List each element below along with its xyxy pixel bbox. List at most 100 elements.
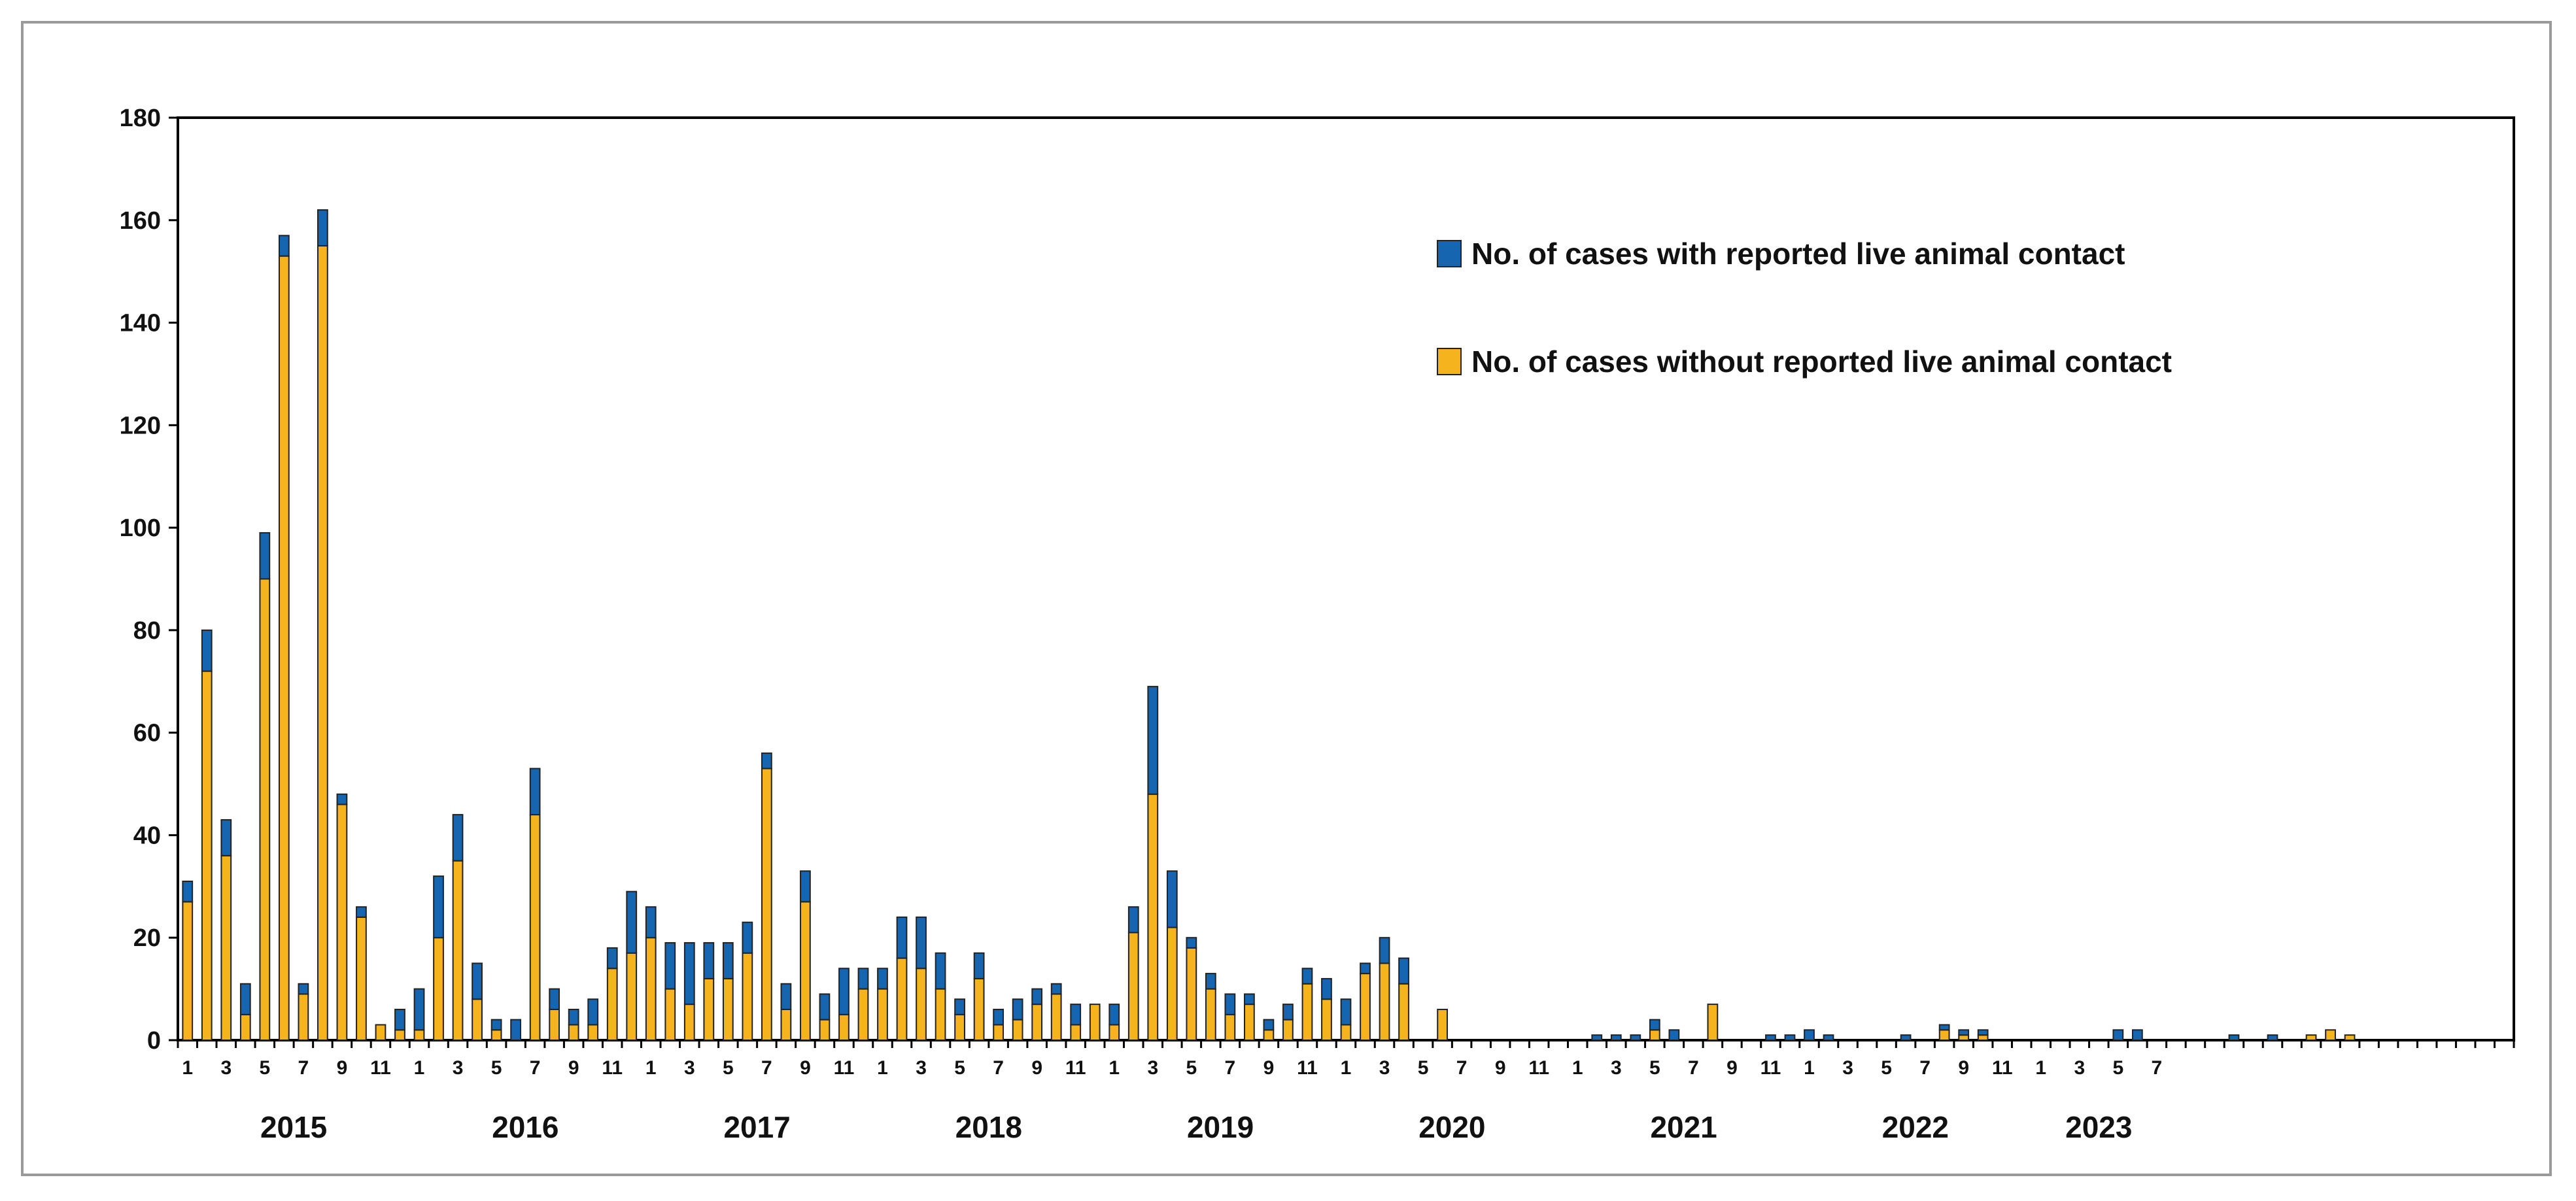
bar-without-contact	[2325, 1029, 2336, 1041]
bar-without-contact	[645, 937, 657, 1041]
bar-without-contact	[1263, 1029, 1275, 1041]
bar-with-contact	[1765, 1034, 1776, 1041]
x-tick-label: 11	[602, 1057, 623, 1079]
bar-without-contact	[857, 988, 869, 1041]
bar-without-contact	[1649, 1029, 1660, 1041]
bar-without-contact	[1186, 947, 1197, 1041]
bar-without-contact	[742, 952, 753, 1041]
x-tick-label: 3	[1842, 1057, 1853, 1079]
bar-with-contact	[664, 942, 676, 990]
bar-with-contact	[278, 235, 290, 257]
bar-with-contact	[336, 793, 348, 805]
x-tick-label: 11	[1760, 1057, 1781, 1079]
x-tick-label: 1	[645, 1057, 657, 1079]
x-tick-label: 7	[530, 1057, 541, 1079]
x-axis: 1 3 5 7 9 11 1 3 5 7 9 11 1 3 5 7 9 11 1 3 5 7 9 11 1 3 5 7 9 11 1 3 5 7 9…	[177, 1040, 2515, 1079]
bar-without-contact	[780, 1008, 792, 1041]
y-tick-label: 120	[120, 412, 161, 439]
bar-with-contact	[1649, 1019, 1660, 1031]
bar-with-contact	[2112, 1029, 2124, 1041]
bar-without-contact	[239, 1013, 251, 1041]
x-tick-label: 5	[1186, 1057, 1197, 1079]
bar-with-contact	[1070, 1004, 1082, 1026]
bar-without-contact	[761, 768, 772, 1041]
bar-with-contact	[1900, 1034, 1912, 1041]
x-tick-label: 1	[1804, 1057, 1815, 1079]
bar-with-contact	[182, 880, 194, 903]
bar-without-contact	[896, 957, 908, 1041]
x-tick-label: 1	[414, 1057, 425, 1079]
bar-without-contact	[877, 988, 888, 1041]
bar-without-contact	[529, 814, 541, 1041]
bar-without-contact	[278, 255, 290, 1041]
bar-without-contact	[568, 1024, 579, 1041]
x-tick-label: 11	[1297, 1057, 1318, 1079]
y-tick-label: 80	[133, 617, 161, 645]
x-tick-label: 9	[1726, 1057, 1738, 1079]
x-tick-label: 5	[259, 1057, 270, 1079]
y-tick-label: 140	[120, 310, 161, 337]
bar-without-contact	[973, 977, 985, 1041]
bar-without-contact	[1166, 926, 1178, 1041]
bar-without-contact	[336, 803, 348, 1041]
bar-with-contact	[259, 532, 271, 580]
bar-with-contact	[1340, 998, 1352, 1026]
bar-with-contact	[742, 921, 753, 954]
bar-without-contact	[394, 1029, 405, 1041]
x-tick-label: 3	[916, 1057, 927, 1079]
x-tick-label: 5	[2112, 1057, 2123, 1079]
bar-with-contact	[239, 983, 251, 1015]
bar-with-contact	[394, 1008, 405, 1031]
x-tick-label: 3	[453, 1057, 464, 1079]
bar-with-contact	[1321, 977, 1332, 1000]
x-tick-label: 9	[1958, 1057, 1969, 1079]
bar-with-contact	[2267, 1034, 2278, 1041]
bar-without-contact	[182, 901, 194, 1041]
bar-with-contact	[626, 890, 638, 954]
y-tick-label: 40	[133, 822, 161, 849]
x-tick-label: 3	[1379, 1057, 1390, 1079]
bar-without-contact	[1127, 932, 1139, 1041]
bar-without-contact	[490, 1029, 502, 1041]
y-tick-label: 0	[147, 1027, 161, 1055]
year-label: 2020	[1418, 1110, 1485, 1144]
bar-with-contact	[1784, 1034, 1796, 1041]
bar-with-contact	[1630, 1034, 1641, 1041]
x-tick-label: 3	[220, 1057, 232, 1079]
y-axis: 0 20 40 60 80 100 120 140 160 180	[120, 105, 178, 1055]
x-tick-label: 3	[1611, 1057, 1622, 1079]
x-tick-label: 11	[1992, 1057, 2013, 1079]
bar-with-contact	[1244, 993, 1255, 1006]
bar-without-contact	[549, 1008, 560, 1041]
x-tick-label: 3	[684, 1057, 695, 1079]
x-tick-label: 7	[1688, 1057, 1699, 1079]
bar-with-contact	[703, 942, 715, 979]
bar-with-contact	[1398, 957, 1409, 985]
bar-with-contact	[298, 983, 309, 995]
bar-with-contact	[1224, 993, 1236, 1015]
bar-without-contact	[1282, 1019, 1294, 1041]
bar-with-contact	[819, 993, 831, 1021]
x-tick-label: 5	[1649, 1057, 1660, 1079]
bar-without-contact	[626, 952, 638, 1041]
bar-with-contact	[568, 1008, 579, 1026]
bar-with-contact	[433, 875, 444, 939]
bar-without-contact	[800, 901, 811, 1041]
bar-without-contact	[1108, 1024, 1120, 1041]
y-tick-label: 20	[133, 924, 161, 952]
bar-with-contact	[993, 1008, 1005, 1026]
bar-with-contact	[413, 988, 425, 1031]
year-label: 2023	[2065, 1110, 2132, 1144]
bar-with-contact	[317, 209, 328, 246]
x-tick-label: 1	[1572, 1057, 1583, 1079]
x-tick-label: 5	[491, 1057, 502, 1079]
bar-with-contact	[1379, 937, 1390, 964]
x-tick-label: 7	[2152, 1057, 2163, 1079]
bar-without-contact	[916, 968, 927, 1041]
bar-without-contact	[220, 854, 232, 1041]
bar-with-contact	[1823, 1034, 1834, 1041]
bar-with-contact	[1938, 1024, 1950, 1031]
bar-with-contact	[1668, 1029, 1680, 1041]
x-tick-label: 9	[1031, 1057, 1042, 1079]
bar-without-contact	[722, 977, 734, 1041]
